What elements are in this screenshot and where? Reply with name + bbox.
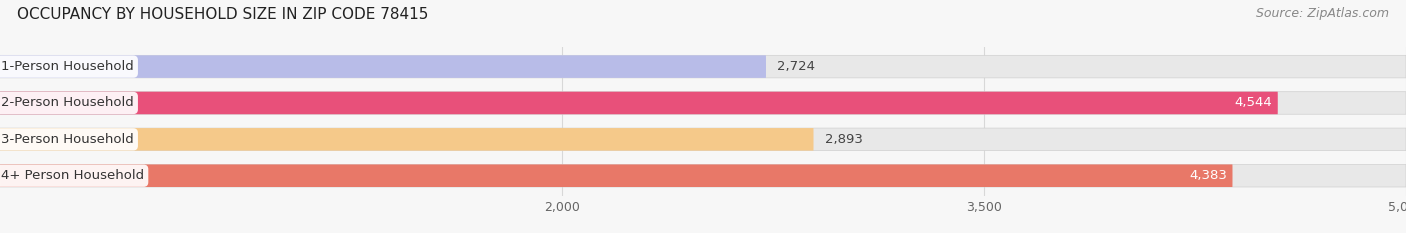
FancyBboxPatch shape [0,164,1406,187]
FancyBboxPatch shape [0,92,1406,114]
FancyBboxPatch shape [0,92,1278,114]
FancyBboxPatch shape [0,128,1406,151]
Text: 1-Person Household: 1-Person Household [0,60,134,73]
FancyBboxPatch shape [0,55,1406,78]
Text: 2,724: 2,724 [778,60,815,73]
FancyBboxPatch shape [0,164,1233,187]
Text: Source: ZipAtlas.com: Source: ZipAtlas.com [1256,7,1389,20]
Text: 4,544: 4,544 [1234,96,1272,110]
Text: OCCUPANCY BY HOUSEHOLD SIZE IN ZIP CODE 78415: OCCUPANCY BY HOUSEHOLD SIZE IN ZIP CODE … [17,7,429,22]
Text: 4,383: 4,383 [1189,169,1227,182]
Text: 4+ Person Household: 4+ Person Household [0,169,143,182]
FancyBboxPatch shape [0,128,814,151]
Text: 3-Person Household: 3-Person Household [0,133,134,146]
Text: 2,893: 2,893 [825,133,863,146]
Text: 2-Person Household: 2-Person Household [0,96,134,110]
FancyBboxPatch shape [0,55,766,78]
